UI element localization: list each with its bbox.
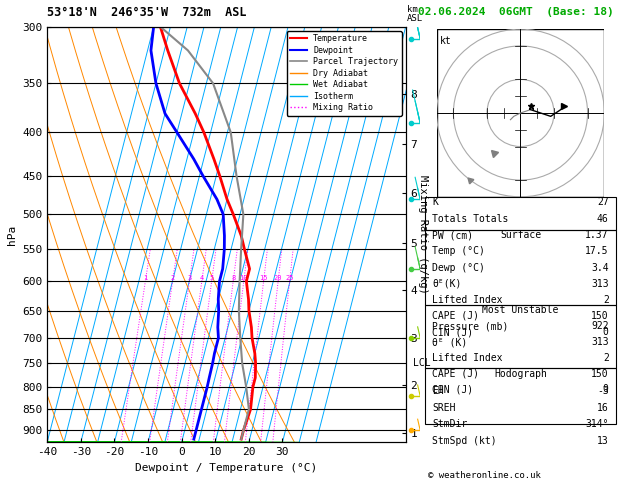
Text: 2: 2	[170, 275, 175, 281]
Text: 5: 5	[209, 275, 214, 281]
Text: K: K	[432, 197, 438, 208]
Text: 10: 10	[240, 275, 248, 281]
Text: 13: 13	[597, 436, 609, 446]
Text: Surface: Surface	[500, 230, 541, 240]
Text: 02.06.2024  06GMT  (Base: 18): 02.06.2024 06GMT (Base: 18)	[418, 7, 614, 17]
Text: 2: 2	[603, 353, 609, 363]
Text: CAPE (J): CAPE (J)	[432, 311, 479, 321]
Text: 0: 0	[603, 327, 609, 337]
Legend: Temperature, Dewpoint, Parcel Trajectory, Dry Adiabat, Wet Adiabat, Isotherm, Mi: Temperature, Dewpoint, Parcel Trajectory…	[287, 31, 401, 116]
Text: 4: 4	[199, 275, 204, 281]
Y-axis label: hPa: hPa	[6, 225, 16, 244]
Text: 46: 46	[597, 214, 609, 224]
Text: 313: 313	[591, 337, 609, 347]
Text: CAPE (J): CAPE (J)	[432, 369, 479, 379]
Text: θᴱ (K): θᴱ (K)	[432, 337, 467, 347]
Text: PW (cm): PW (cm)	[432, 230, 474, 241]
Text: 15: 15	[259, 275, 268, 281]
Text: SREH: SREH	[432, 402, 456, 413]
Text: 1.37: 1.37	[585, 230, 609, 241]
Text: StmSpd (kt): StmSpd (kt)	[432, 436, 497, 446]
Text: 53°18'N  246°35'W  732m  ASL: 53°18'N 246°35'W 732m ASL	[47, 6, 247, 19]
Text: 922: 922	[591, 321, 609, 331]
Text: Totals Totals: Totals Totals	[432, 214, 509, 224]
Text: 150: 150	[591, 369, 609, 379]
Text: CIN (J): CIN (J)	[432, 327, 474, 337]
Text: Temp (°C): Temp (°C)	[432, 246, 485, 257]
Text: Hodograph: Hodograph	[494, 369, 547, 379]
Text: LCL: LCL	[413, 358, 430, 368]
Text: 8: 8	[231, 275, 235, 281]
Text: © weatheronline.co.uk: © weatheronline.co.uk	[428, 471, 540, 480]
Text: θᴱ(K): θᴱ(K)	[432, 278, 462, 289]
Text: 0: 0	[603, 384, 609, 395]
Text: -3: -3	[597, 386, 609, 396]
Text: 3: 3	[187, 275, 192, 281]
Text: 27: 27	[597, 197, 609, 208]
Text: 16: 16	[597, 402, 609, 413]
Text: Lifted Index: Lifted Index	[432, 295, 503, 305]
Y-axis label: Mixing Ratio (g/kg): Mixing Ratio (g/kg)	[418, 175, 428, 294]
Text: kt: kt	[440, 36, 452, 46]
Text: Pressure (mb): Pressure (mb)	[432, 321, 509, 331]
Text: 2: 2	[603, 295, 609, 305]
Text: StmDir: StmDir	[432, 419, 467, 429]
X-axis label: Dewpoint / Temperature (°C): Dewpoint / Temperature (°C)	[135, 463, 318, 473]
Text: 313: 313	[591, 278, 609, 289]
Text: 20: 20	[274, 275, 282, 281]
Text: 1: 1	[143, 275, 147, 281]
Text: Most Unstable: Most Unstable	[482, 306, 559, 315]
Text: 150: 150	[591, 311, 609, 321]
Text: 25: 25	[286, 275, 294, 281]
Text: Lifted Index: Lifted Index	[432, 353, 503, 363]
Text: Dewp (°C): Dewp (°C)	[432, 262, 485, 273]
Text: 17.5: 17.5	[585, 246, 609, 257]
Text: km
ASL: km ASL	[407, 5, 423, 23]
Text: EH: EH	[432, 386, 444, 396]
Text: 3.4: 3.4	[591, 262, 609, 273]
Text: 314°: 314°	[585, 419, 609, 429]
Text: CIN (J): CIN (J)	[432, 384, 474, 395]
